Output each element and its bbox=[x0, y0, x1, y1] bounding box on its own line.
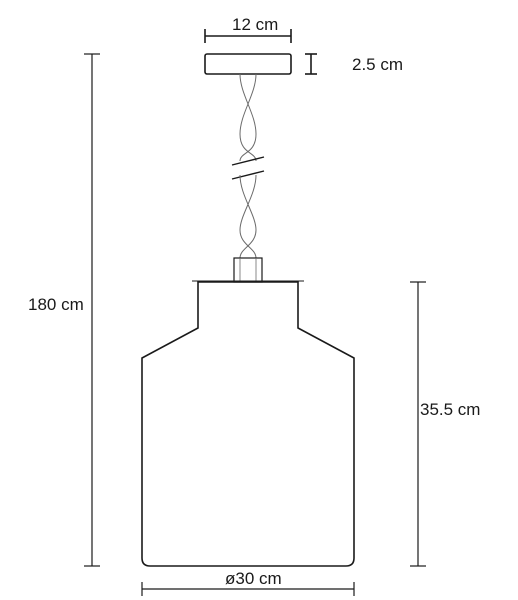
label-shade-diameter: ø30 cm bbox=[225, 569, 282, 588]
cable-break-mark bbox=[232, 157, 264, 165]
label-canopy-width: 12 cm bbox=[232, 15, 278, 34]
canopy bbox=[205, 54, 291, 74]
label-total-height: 180 cm bbox=[28, 295, 84, 314]
label-canopy-height: 2.5 cm bbox=[352, 55, 403, 74]
lamp-socket bbox=[234, 258, 262, 282]
lamp-shade-outline bbox=[142, 282, 354, 566]
label-shade-height: 35.5 cm bbox=[420, 400, 480, 419]
